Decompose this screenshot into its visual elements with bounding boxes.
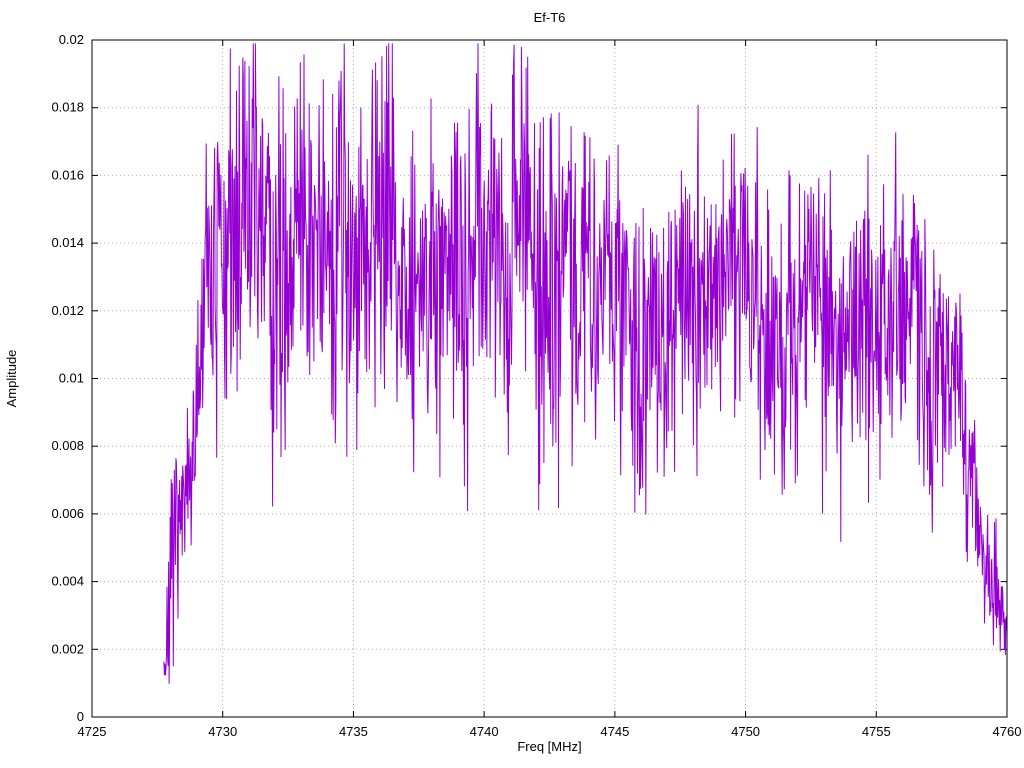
spectrum-line [163,43,1008,684]
y-tick-label: 0.012 [51,303,84,318]
y-tick-label: 0.02 [59,32,84,47]
x-tick-label: 4745 [600,724,629,739]
plot-border [91,39,1008,718]
y-tick-label: 0.002 [51,641,84,656]
x-tick-label: 4735 [339,724,368,739]
y-axis-label: Amplitude [4,350,19,408]
y-tick-label: 0.004 [51,574,84,589]
y-tick-label: 0.008 [51,438,84,453]
x-tick-label: 4750 [731,724,760,739]
chart-title: Ef-T6 [534,10,566,25]
tick-labels: 4725 4730 4735 4740 4745 4750 4755 4760 0 0.002 0.… [51,32,1021,739]
y-tick-label: 0.016 [51,167,84,182]
y-tick-label: 0.01 [59,371,84,386]
x-tick-label: 4740 [470,724,499,739]
x-axis-label: Freq [MHz] [517,739,581,754]
y-tick-label: 0 [77,709,84,724]
y-tick-label: 0.006 [51,506,84,521]
y-tick-label: 0.018 [51,100,84,115]
y-tick-label: 0.014 [51,235,84,250]
x-tick-label: 4755 [862,724,891,739]
x-tick-label: 4725 [78,724,107,739]
x-tick-label: 4760 [993,724,1022,739]
x-tick-label: 4730 [208,724,237,739]
